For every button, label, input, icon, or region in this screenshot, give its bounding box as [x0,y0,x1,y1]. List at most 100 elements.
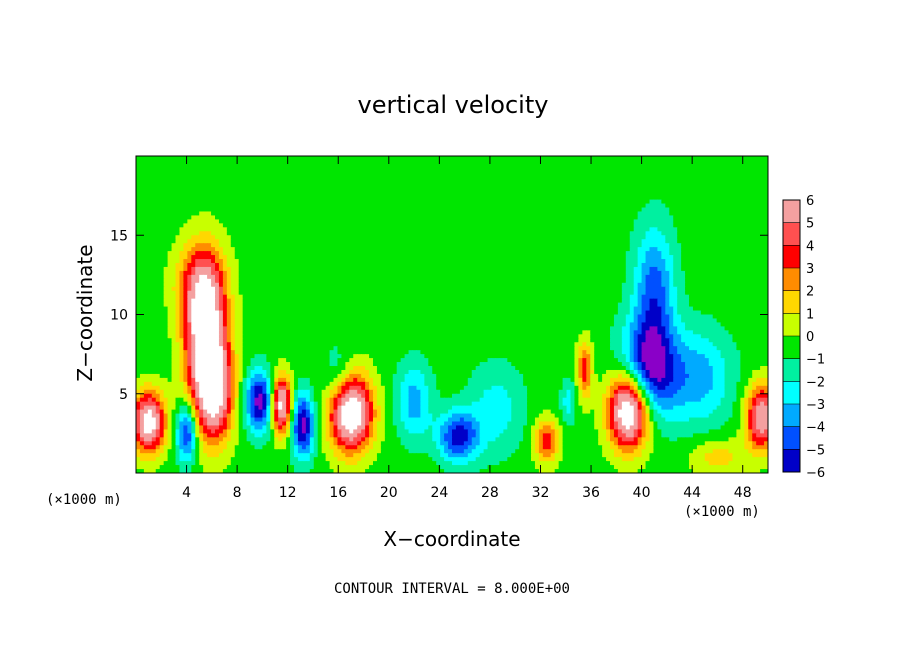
heatmap-cell [333,239,339,244]
heatmap-cell [475,167,481,173]
heatmap-cell [274,247,279,252]
heatmap-cell [392,262,398,268]
heatmap-cell [740,167,745,173]
heatmap-cell [361,175,366,181]
heatmap-cell [665,251,670,256]
heatmap-cell [511,211,516,217]
heatmap-cell [736,235,741,240]
heatmap-cell [420,199,425,205]
heatmap-cell [341,163,346,169]
heatmap-cell [325,270,331,276]
heatmap-cell [495,159,500,165]
heatmap-cell [139,274,145,280]
heatmap-cell [139,159,145,165]
heatmap-cell [266,167,271,173]
heatmap-cell [610,262,615,268]
heatmap-cell [444,251,449,256]
heatmap-cell [365,211,370,217]
heatmap-cell [258,235,263,240]
heatmap-cell [159,247,165,252]
heatmap-cell [716,195,722,201]
heatmap-cell [242,243,248,248]
heatmap-cell [424,183,429,189]
heatmap-cell [625,227,631,232]
heatmap-cell [736,223,741,228]
heatmap-cell [645,227,651,232]
heatmap-cell [151,274,157,280]
heatmap-cell [345,163,350,169]
heatmap-cell [550,159,556,165]
heatmap-cell [681,259,686,264]
heatmap-cell [546,187,552,193]
heatmap-cell [290,156,295,161]
heatmap-cell [732,270,737,276]
heatmap-cell [692,211,698,217]
heatmap-cell [756,195,761,201]
heatmap-cell [483,156,489,161]
heatmap-cell [720,175,726,181]
heatmap-cell [353,239,358,244]
heatmap-cell [657,231,662,236]
heatmap-cell [610,156,615,161]
heatmap-cell [527,227,532,232]
heatmap-cell [230,227,236,232]
heatmap-cell [681,211,686,217]
heatmap-cell [752,215,757,220]
heatmap-cell [641,239,647,244]
heatmap-cell [665,183,670,189]
heatmap-cell [760,274,765,280]
heatmap-cell [499,266,504,272]
heatmap-cell [681,159,686,165]
heatmap-cell [444,211,449,217]
heatmap-cell [633,235,639,240]
heatmap-cell [147,255,153,260]
heatmap-cell [218,255,224,260]
heatmap-cell [203,255,208,260]
heatmap-cell [463,243,469,248]
heatmap-cell [523,183,528,189]
heatmap-cell [388,171,394,177]
heatmap-cell [704,231,710,236]
heatmap-cell [483,163,489,169]
heatmap-cell [147,207,153,213]
heatmap-cell [203,274,208,280]
heatmap-cell [562,262,568,268]
heatmap-cell [341,195,346,201]
heatmap-cell [685,156,690,161]
heatmap-cell [764,211,768,217]
heatmap-cell [712,266,718,272]
heatmap-cell [760,231,765,236]
heatmap-cell [716,227,722,232]
heatmap-cell [147,227,153,232]
heatmap-cell [278,231,283,236]
heatmap-cell [294,163,299,169]
heatmap-cell [297,262,303,268]
heatmap-cell [329,262,335,268]
heatmap-cell [373,274,378,280]
heatmap-cell [207,183,212,189]
heatmap-cell [617,175,623,181]
heatmap-cell [633,219,639,224]
heatmap-cell [633,255,639,260]
heatmap-cell [720,274,726,280]
heatmap-cell [558,191,564,197]
heatmap-cell [700,219,706,224]
heatmap-cell [570,243,576,248]
heatmap-cell [527,183,532,189]
heatmap-cell [681,243,686,248]
heatmap-cell [606,179,611,185]
heatmap-cell [258,266,263,272]
heatmap-cell [357,266,362,272]
heatmap-cell [736,270,741,276]
heatmap-cell [495,191,500,197]
heatmap-cell [665,199,670,205]
heatmap-cell [657,175,662,181]
heatmap-cell [744,156,749,161]
heatmap-cell [546,239,552,244]
heatmap-cell [760,251,765,256]
heatmap-cell [756,191,761,197]
heatmap-cell [341,274,346,280]
heatmap-cell [704,270,710,276]
heatmap-cell [404,203,410,209]
heatmap-cell [167,278,173,284]
